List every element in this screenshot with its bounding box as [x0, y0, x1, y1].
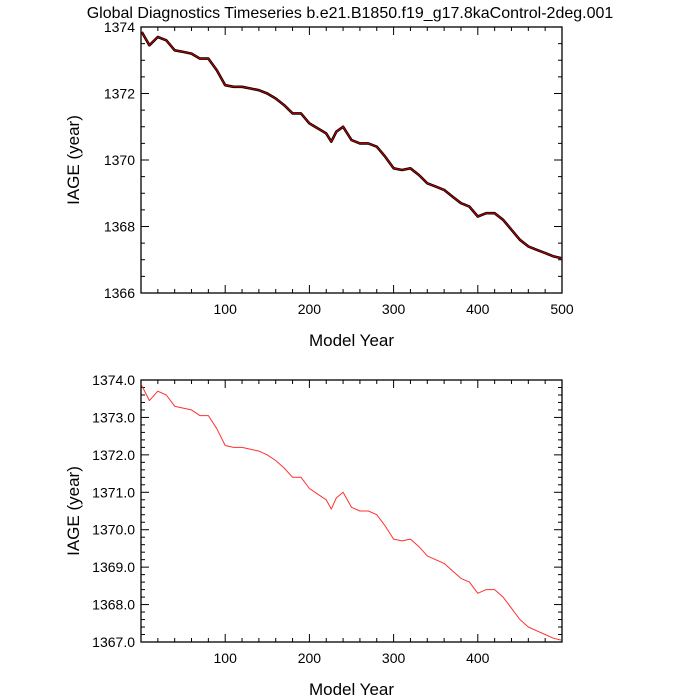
y-axis-label: IAGE (year)	[64, 115, 83, 205]
y-tick-label: 1374.0	[92, 372, 135, 388]
plot-frame	[140, 379, 563, 643]
x-tick-label: 400	[466, 301, 490, 317]
y-tick-label: 1370	[104, 152, 135, 168]
plot-frame	[140, 26, 563, 294]
x-tick-label: 300	[382, 650, 406, 666]
y-tick-label: 1368.0	[92, 597, 135, 613]
series-line-smoothed	[141, 31, 562, 259]
y-tick-label: 1372.0	[92, 447, 135, 463]
y-tick-label: 1374	[104, 19, 135, 35]
x-axis-label: Model Year	[309, 331, 394, 350]
y-tick-label: 1368	[104, 219, 135, 235]
y-tick-label: 1370.0	[92, 522, 135, 538]
x-tick-label: 500	[550, 301, 574, 317]
y-tick-label: 1369.0	[92, 559, 135, 575]
x-tick-label: 300	[382, 301, 406, 317]
y-axis-label: IAGE (year)	[64, 466, 83, 556]
y-tick-label: 1372	[104, 86, 135, 102]
y-tick-label: 1373.0	[92, 409, 135, 425]
x-tick-label: 400	[466, 650, 490, 666]
bottom-panel: 100 200 300 400 1367.0 1368.0 1369.0 1370.0 1371…	[64, 372, 563, 699]
x-tick-label: 100	[214, 301, 238, 317]
y-tick-label: 1371.0	[92, 484, 135, 500]
top-panel: 100 200 300 400 500 1366 1368 1370 1372 1374 Model…	[64, 19, 574, 350]
x-tick-label: 200	[298, 301, 322, 317]
x-tick-label: 100	[214, 650, 238, 666]
series-line-annual	[140, 31, 562, 260]
x-tick-label: 200	[298, 650, 322, 666]
y-tick-label: 1366	[104, 285, 135, 301]
y-tick-label: 1367.0	[92, 634, 135, 650]
series-line-annual	[141, 385, 562, 641]
figure-title: Global Diagnostics Timeseries b.e21.B185…	[87, 5, 614, 22]
x-axis-label: Model Year	[309, 680, 394, 699]
